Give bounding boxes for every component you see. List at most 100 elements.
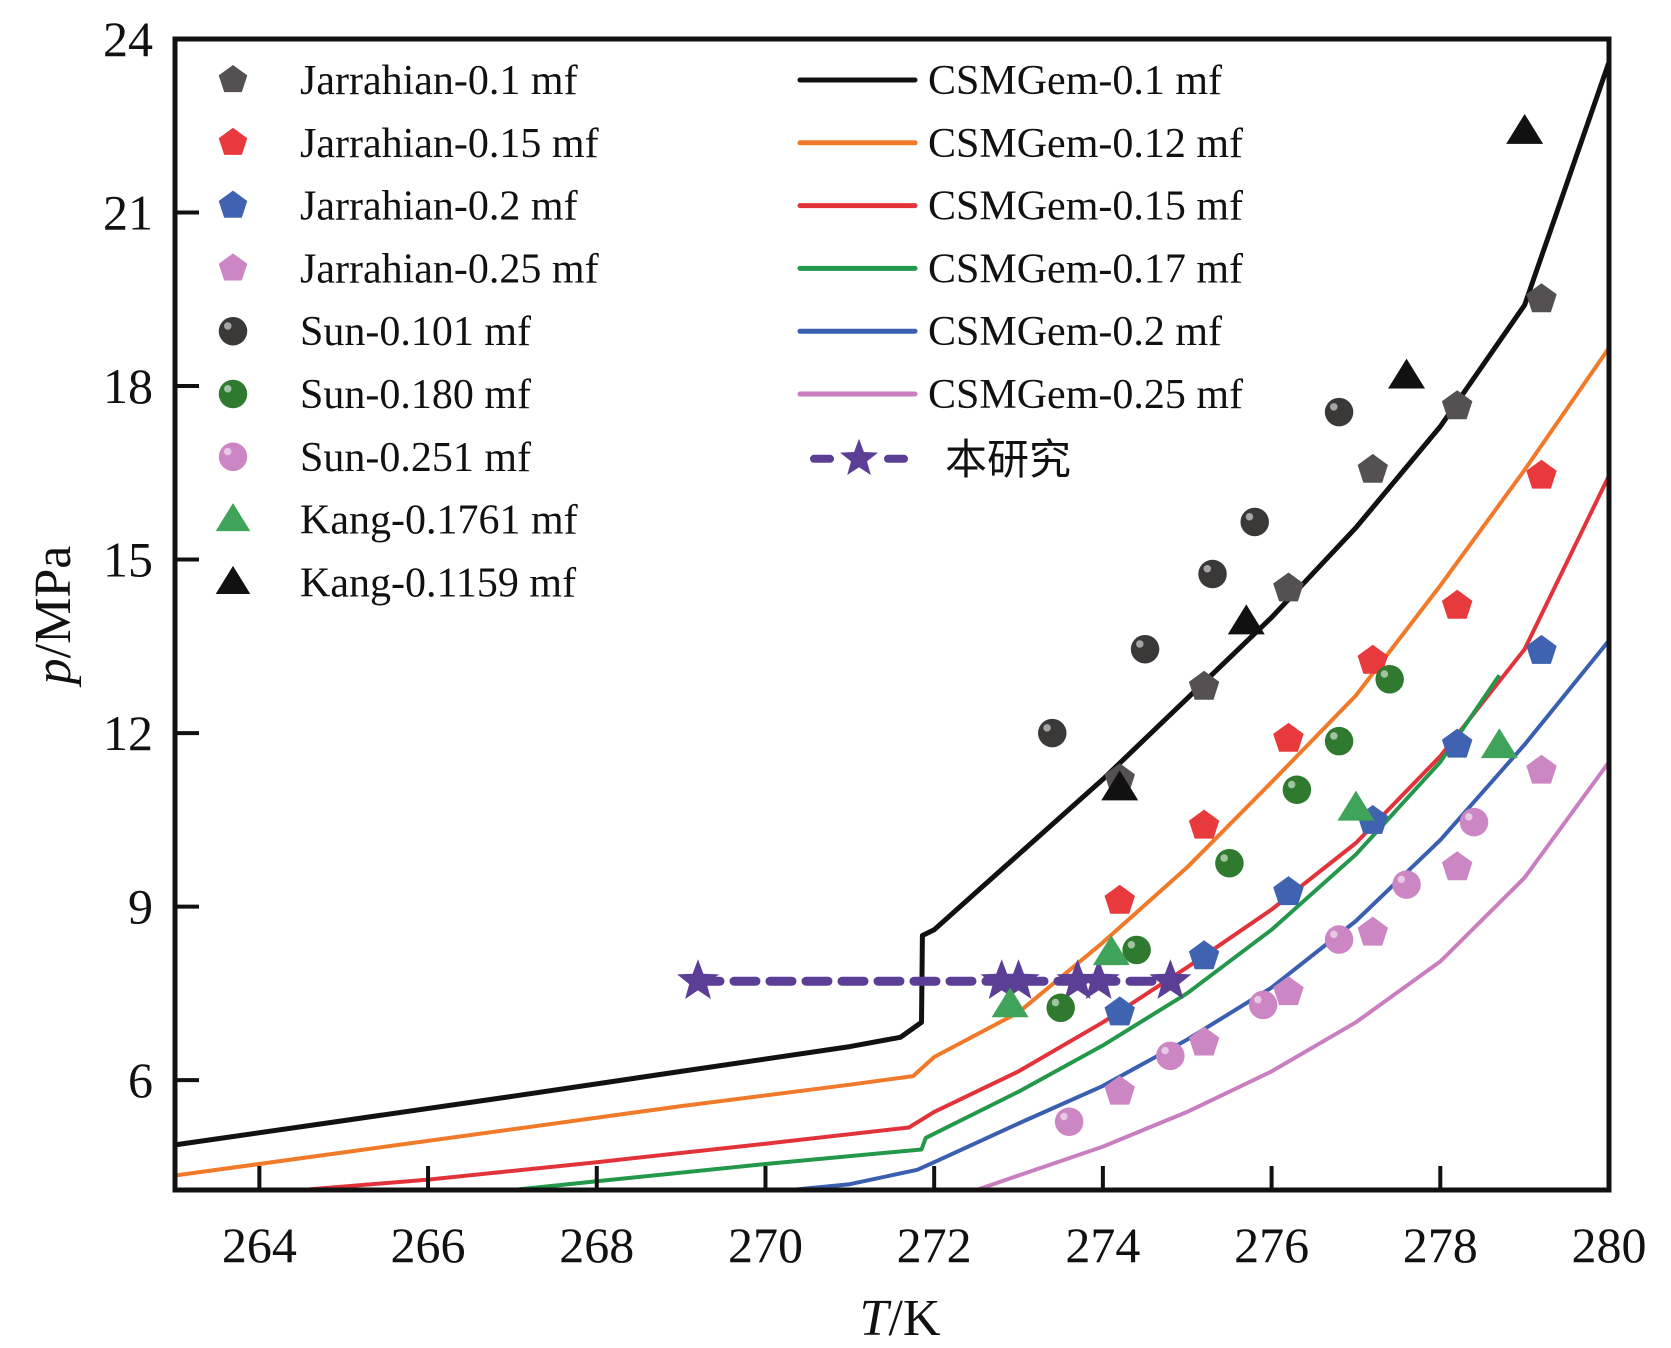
x-tick-label: 268 [559, 1217, 634, 1273]
legend-marker-triangle [215, 503, 251, 532]
legend-label: Jarrahian-0.15 mf [300, 121, 599, 167]
curve-csmgem-0-25-mf [975, 760, 1611, 1192]
point-jarrahian-0-25-mf [1104, 1075, 1135, 1105]
legend-item-csmgem-0-2-mf: CSMGem-0.2 mf [797, 309, 1222, 355]
point-kang-0-1761-mf [1092, 935, 1130, 966]
legend-label: CSMGem-0.25 mf [928, 372, 1243, 418]
legend-marker-triangle [215, 565, 251, 594]
legend-label: Jarrahian-0.25 mf [300, 246, 599, 292]
legend-label: Jarrahian-0.1 mf [300, 58, 578, 104]
x-tick-label: 264 [222, 1217, 297, 1273]
legend-item-jarrahian-0-15-mf: Jarrahian-0.15 mf [218, 121, 599, 167]
x-tick-label: 278 [1403, 1217, 1478, 1273]
x-tick-label: 276 [1234, 1217, 1309, 1273]
point-jarrahian-0-1-mf [1273, 572, 1304, 602]
point-jarrahian-0-15-mf [1188, 809, 1220, 839]
point-sun-0-180-mf [1215, 848, 1244, 878]
y-tick-label: 12 [103, 705, 153, 761]
legend-item-csmgem-0-25-mf: CSMGem-0.25 mf [797, 372, 1243, 418]
point-sun-0-101-mf [1130, 634, 1160, 664]
curve-csmgem-0-15-mf [301, 474, 1611, 1192]
point-sun-0-251-mf [1392, 870, 1421, 899]
legend-item-sun-0-251-mf: Sun-0.251 mf [218, 435, 531, 481]
series-jarrahian-0-2-mf [1104, 634, 1557, 1026]
legend-marker-pentagon [218, 253, 248, 281]
y-tick-label: 24 [103, 11, 153, 67]
point-jarrahian-0-1-mf [1526, 283, 1557, 313]
y-tick-label: 21 [103, 185, 153, 241]
point-kang-0-1159-mf [1101, 770, 1139, 801]
legend-item-csmgem-0-15-mf: CSMGem-0.15 mf [797, 184, 1243, 230]
point-sun-0-180-mf [1375, 665, 1404, 694]
y-tick-label: 18 [103, 358, 153, 414]
point-kang-0-1159-mf [1506, 113, 1544, 144]
y-axis-title-symbol: p [25, 658, 82, 688]
legend-marker-pentagon [218, 65, 248, 93]
this-study-star-point [677, 959, 719, 999]
point-kang-0-1761-mf [991, 987, 1029, 1018]
point-kang-0-1761-mf [1480, 728, 1518, 759]
point-sun-0-251-mf [1156, 1041, 1185, 1071]
series-kang-0-1761-mf [991, 728, 1518, 1018]
point-sun-0-251-mf [1054, 1107, 1084, 1136]
point-sun-0-101-mf [1324, 397, 1354, 427]
x-axis-title-unit: /K [888, 1290, 940, 1347]
series-jarrahian-0-25-mf [1104, 754, 1557, 1105]
point-jarrahian-0-2-mf [1104, 996, 1135, 1026]
curve-csmgem-0-17-mf [512, 674, 1501, 1192]
this-study-star-point [980, 959, 1023, 999]
legend-item-sun-0-101-mf: Sun-0.101 mf [218, 309, 531, 355]
this-study-star-point [997, 959, 1040, 999]
legend: Jarrahian-0.1 mf Jarrahian-0.15 mf Jarrahi… [215, 58, 1243, 606]
legend-label: CSMGem-0.17 mf [928, 246, 1243, 292]
y-axis-ticks: 6 9 12 15 18 21 24 [103, 11, 199, 1108]
this-study-star-point [1149, 959, 1192, 999]
x-tick-label: 266 [391, 1217, 466, 1273]
this-study-star-point [1056, 959, 1099, 999]
series-sun-0-251-mf [1054, 807, 1489, 1136]
point-jarrahian-0-15-mf [1441, 589, 1473, 619]
series-jarrahian-0-15-mf [1104, 459, 1557, 914]
x-axis-title: T/K [860, 1290, 941, 1347]
legend-item-sun-0-180-mf: Sun-0.180 mf [218, 372, 531, 418]
legend-item-csmgem-0-17-mf: CSMGem-0.17 mf [797, 246, 1243, 292]
point-jarrahian-0-15-mf [1273, 722, 1304, 752]
legend-label: Sun-0.101 mf [300, 309, 531, 355]
legend-label: Jarrahian-0.2 mf [300, 184, 578, 230]
y-tick-label: 9 [128, 879, 153, 935]
x-tick-label: 280 [1572, 1217, 1647, 1273]
point-kang-0-1159-mf [1227, 604, 1265, 635]
legend-marker-pentagon [218, 190, 248, 218]
legend-marker-sphere [218, 379, 248, 409]
legend-star-icon [840, 438, 878, 475]
legend-marker-pentagon [218, 127, 248, 155]
point-jarrahian-0-2-mf [1188, 940, 1220, 970]
legend-label: Kang-0.1761 mf [300, 498, 578, 544]
point-sun-0-251-mf [1459, 807, 1489, 837]
point-jarrahian-0-15-mf [1104, 884, 1135, 914]
point-sun-0-101-mf [1038, 718, 1067, 748]
point-jarrahian-0-15-mf [1526, 459, 1557, 489]
curve-csmgem-0-2-mf [790, 639, 1611, 1192]
legend-label: Sun-0.180 mf [300, 372, 531, 418]
x-tick-label: 270 [728, 1217, 803, 1273]
point-jarrahian-0-2-mf [1526, 634, 1557, 664]
legend-item-jarrahian-0-1-mf: Jarrahian-0.1 mf [218, 58, 578, 104]
point-sun-0-101-mf [1198, 559, 1227, 589]
curve-csmgem-0-1-mf [174, 61, 1612, 1148]
legend-item-csmgem-0-12-mf: CSMGem-0.12 mf [797, 121, 1243, 167]
point-jarrahian-0-2-mf [1273, 876, 1304, 906]
legend-label: Sun-0.251 mf [300, 435, 531, 481]
point-jarrahian-0-1-mf [1357, 453, 1388, 483]
y-axis-title-unit: /MPa [25, 546, 82, 659]
model-curves [174, 61, 1612, 1192]
legend-item-kang-0-1761-mf: Kang-0.1761 mf [215, 498, 578, 544]
point-sun-0-180-mf [1122, 935, 1151, 965]
point-jarrahian-0-25-mf [1526, 754, 1557, 784]
legend-marker-sphere [218, 316, 248, 346]
legend-label: Kang-0.1159 mf [300, 560, 576, 606]
data-points [677, 113, 1557, 1136]
series-sun-0-101-mf [1038, 397, 1354, 748]
point-sun-0-101-mf [1240, 507, 1269, 537]
legend-label: CSMGem-0.15 mf [928, 184, 1243, 230]
